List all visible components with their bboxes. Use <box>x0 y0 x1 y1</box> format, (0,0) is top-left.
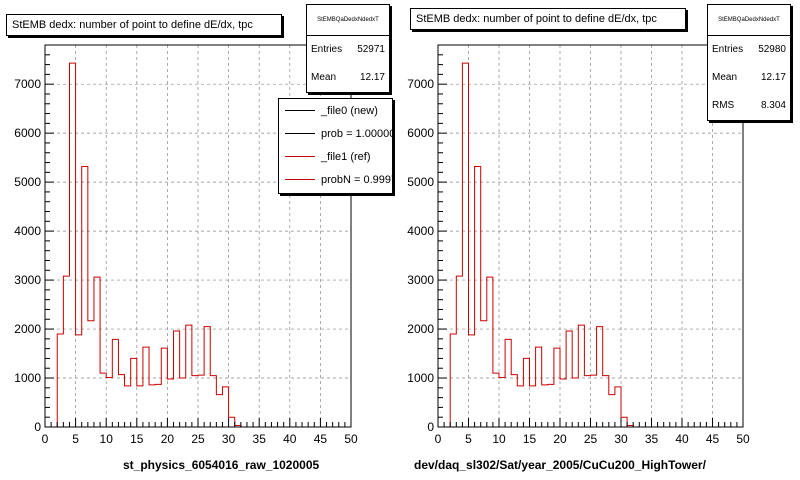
stats-row-mean: Mean 12.17 <box>708 64 790 92</box>
x-tick-label: 45 <box>706 432 720 446</box>
x-tick-label: 15 <box>523 432 537 446</box>
x-tick-label: 40 <box>675 432 689 446</box>
stats-label: Mean <box>311 72 337 83</box>
y-tick-label: 6000 <box>407 126 434 140</box>
y-tick-label: 1000 <box>407 371 434 385</box>
y-tick-label: 2000 <box>14 322 41 336</box>
y-tick-label: 4000 <box>407 224 434 238</box>
stats-value: 12.17 <box>760 72 786 83</box>
stats-label: Entries <box>712 44 744 55</box>
histogram-title: StEMB dedx: number of point to define dE… <box>6 14 282 36</box>
y-tick-label: 7000 <box>14 77 41 91</box>
stats-name: StEMBQaDedxNdedxT <box>307 5 389 36</box>
x-tick-label: 25 <box>584 432 598 446</box>
x-axis-title: dev/daq_sl302/Sat/year_2005/CuCu200_High… <box>414 458 706 472</box>
y-tick-label: 5000 <box>14 175 41 189</box>
legend-line-swatch <box>285 110 315 111</box>
stats-row-entries: Entries 52980 <box>708 36 790 64</box>
y-tick-label: 2000 <box>407 322 434 336</box>
x-axis-title: st_physics_6054016_raw_1020005 <box>123 458 320 472</box>
legend-label: probN = 0.999751 <box>321 173 392 186</box>
x-tick-label: 35 <box>253 432 267 446</box>
stats-row-mean: Mean 12.17 <box>307 64 389 92</box>
y-tick-label: 3000 <box>407 273 434 287</box>
x-tick-label: 35 <box>645 432 659 446</box>
legend-entry: prob = 1.000000 <box>279 122 392 145</box>
x-tick-label: 30 <box>614 432 628 446</box>
x-tick-label: 45 <box>314 432 328 446</box>
y-tick-label: 3000 <box>14 273 41 287</box>
y-tick-label: 0 <box>427 420 434 434</box>
stats-name: StEMBQaDedxNdedxT <box>708 5 790 36</box>
legend-entry: _file1 (ref) <box>279 145 392 168</box>
stats-label: RMS <box>712 100 735 111</box>
x-tick-label: 0 <box>42 432 49 446</box>
x-tick-label: 0 <box>435 432 442 446</box>
legend-line-swatch <box>285 179 315 180</box>
legend-line-swatch <box>285 133 315 134</box>
stats-row-entries: Entries 52971 <box>307 36 389 64</box>
histogram-title: StEMB dedx: number of point to define dE… <box>410 8 686 30</box>
x-tick-label: 20 <box>161 432 175 446</box>
stats-box: StEMBQaDedxNdedxT Entries 52980 Mean 12.… <box>707 4 791 121</box>
y-tick-label: 1000 <box>14 371 41 385</box>
stats-value: 52980 <box>758 44 786 55</box>
legend-entry: _file0 (new) <box>279 99 392 122</box>
stats-value: 12.17 <box>359 72 385 83</box>
x-tick-label: 15 <box>130 432 144 446</box>
legend-line-swatch <box>285 156 315 157</box>
y-tick-label: 0 <box>34 420 41 434</box>
x-tick-label: 30 <box>222 432 236 446</box>
x-tick-label: 10 <box>492 432 506 446</box>
stats-value: 52971 <box>357 44 385 55</box>
stats-value: 8.304 <box>760 100 786 111</box>
legend-label: prob = 1.000000 <box>321 127 392 140</box>
x-tick-label: 5 <box>465 432 472 446</box>
y-tick-label: 5000 <box>407 175 434 189</box>
x-tick-label: 50 <box>736 432 750 446</box>
legend-label: _file0 (new) <box>321 104 378 117</box>
histogram-plot-left: 0 5 10 15 20 25 30 35 40 45 50 0 1000 2000 3000 4000 500… <box>14 44 358 446</box>
stats-box: StEMBQaDedxNdedxT Entries 52971 Mean 12.… <box>306 4 390 93</box>
legend-label: _file1 (ref) <box>321 150 371 163</box>
x-tick-label: 20 <box>553 432 567 446</box>
stats-row-rms: RMS 8.304 <box>708 92 790 120</box>
stats-label: Entries <box>311 44 343 55</box>
stats-label: Mean <box>712 72 738 83</box>
histogram-panel-left: 0 5 10 15 20 25 30 35 40 45 50 0 1000 2000 3000 4000 500… <box>6 4 393 472</box>
histogram-panel-right: 0 5 10 15 20 25 30 35 40 45 50 0 1000 2000 3000 4000 500… <box>400 0 800 480</box>
y-tick-label: 6000 <box>14 126 41 140</box>
histogram-plot-right: 0 5 10 15 20 25 30 35 40 45 50 0 1000 2000 3000 4000 500… <box>407 44 750 446</box>
x-tick-label: 40 <box>283 432 297 446</box>
y-tick-label: 4000 <box>14 224 41 238</box>
y-tick-label: 7000 <box>407 77 434 91</box>
x-tick-label: 5 <box>72 432 79 446</box>
legend: _file0 (new) prob = 1.000000 _file1 (ref… <box>278 98 393 194</box>
x-tick-label: 50 <box>344 432 358 446</box>
legend-entry: probN = 0.999751 <box>279 168 392 191</box>
x-tick-label: 10 <box>100 432 114 446</box>
x-tick-label: 25 <box>191 432 205 446</box>
